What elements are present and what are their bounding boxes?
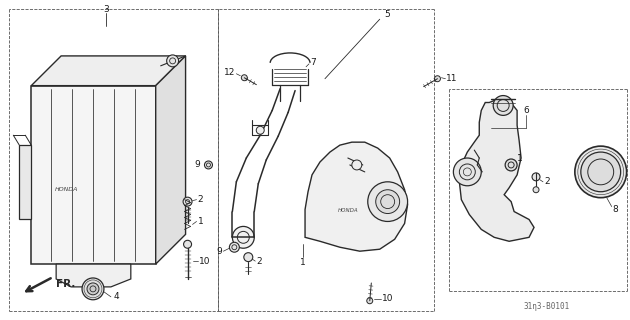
Polygon shape (459, 99, 534, 241)
Polygon shape (32, 56, 186, 86)
Text: 6: 6 (523, 106, 529, 115)
Text: 2: 2 (544, 177, 549, 186)
Text: 9: 9 (195, 160, 200, 170)
Text: 10: 10 (382, 294, 393, 303)
Text: 2: 2 (198, 195, 203, 204)
Polygon shape (32, 86, 156, 264)
Text: 5: 5 (384, 10, 389, 19)
Text: 31η3-B0101: 31η3-B0101 (524, 302, 570, 311)
Text: 3: 3 (103, 5, 109, 14)
Text: 10: 10 (198, 257, 210, 266)
Text: 1: 1 (300, 258, 306, 267)
Circle shape (368, 182, 408, 221)
Polygon shape (56, 264, 131, 287)
Text: 7: 7 (310, 58, 316, 67)
Text: FR.: FR. (56, 279, 76, 289)
Circle shape (505, 159, 517, 171)
Text: 8: 8 (613, 205, 619, 214)
Circle shape (493, 96, 513, 116)
Circle shape (533, 187, 539, 193)
Polygon shape (20, 145, 32, 220)
Text: HONDA: HONDA (54, 187, 77, 192)
Circle shape (367, 298, 373, 304)
Text: 2: 2 (256, 257, 262, 266)
Text: 1: 1 (517, 154, 523, 163)
Circle shape (205, 161, 212, 169)
Circle shape (183, 240, 192, 248)
Circle shape (575, 146, 627, 198)
Polygon shape (156, 56, 186, 264)
Text: 11: 11 (447, 74, 458, 83)
Polygon shape (305, 142, 408, 251)
Circle shape (82, 278, 104, 300)
Circle shape (244, 253, 253, 262)
Circle shape (232, 227, 255, 248)
Text: HONDA: HONDA (338, 208, 358, 212)
Text: 4: 4 (113, 292, 118, 301)
Circle shape (167, 55, 178, 67)
Circle shape (581, 152, 621, 192)
Circle shape (256, 126, 264, 134)
Circle shape (229, 242, 239, 252)
Text: 12: 12 (224, 68, 236, 77)
Circle shape (435, 76, 440, 82)
Circle shape (183, 197, 192, 206)
Text: 1: 1 (198, 217, 203, 226)
Circle shape (87, 283, 99, 295)
Circle shape (454, 158, 481, 186)
Circle shape (375, 190, 399, 213)
Circle shape (241, 75, 248, 81)
Circle shape (352, 160, 362, 170)
Circle shape (532, 173, 540, 181)
Text: 9: 9 (217, 247, 222, 256)
